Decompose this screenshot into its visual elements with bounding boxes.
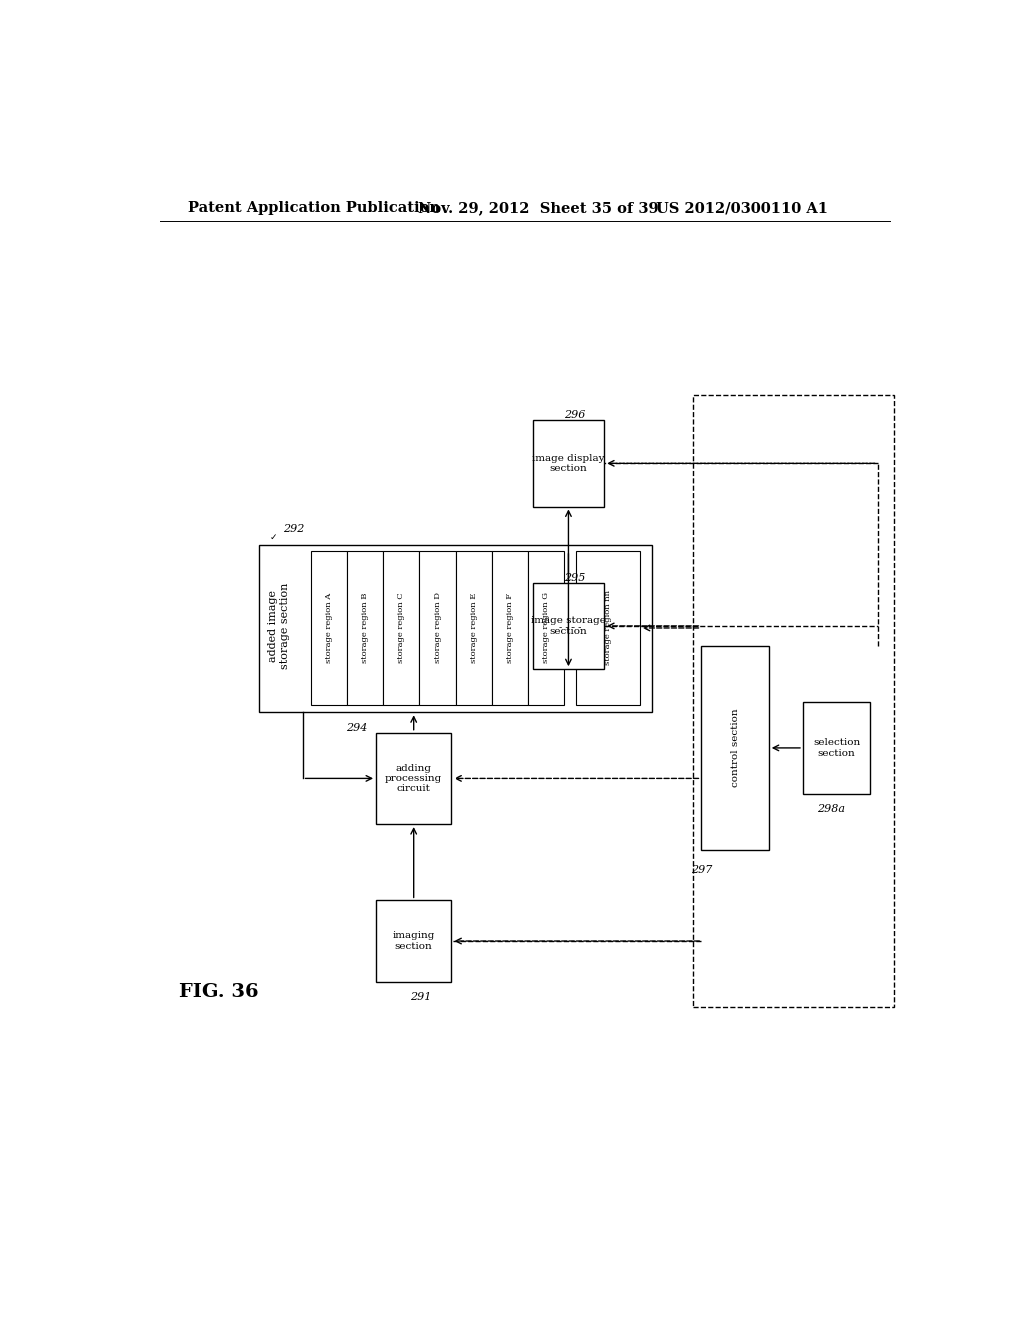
Text: storage region C: storage region C (397, 593, 406, 663)
Bar (693, 395, 894, 1007)
Bar (259, 545, 652, 713)
Text: 294: 294 (346, 722, 368, 733)
Bar (347, 550, 383, 705)
Text: Nov. 29, 2012  Sheet 35 of 39: Nov. 29, 2012 Sheet 35 of 39 (418, 201, 658, 215)
Bar (492, 550, 528, 705)
Bar (456, 550, 492, 705)
Text: storage region A: storage region A (325, 593, 333, 663)
Text: FIG. 36: FIG. 36 (179, 983, 259, 1001)
Text: image display
section: image display section (532, 454, 605, 473)
Bar (803, 702, 870, 793)
Text: 291: 291 (410, 991, 431, 1002)
Bar (383, 550, 420, 705)
Bar (528, 550, 564, 705)
Text: storage region E: storage region E (470, 593, 478, 663)
Text: adding
processing
circuit: adding processing circuit (385, 763, 442, 793)
Text: storage region D: storage region D (433, 593, 441, 664)
Text: storage region B: storage region B (360, 593, 369, 663)
Text: - - - -: - - - - (559, 623, 582, 632)
Bar (310, 550, 347, 705)
Text: US 2012/0300110 A1: US 2012/0300110 A1 (655, 201, 827, 215)
Text: ✓: ✓ (270, 532, 278, 541)
Text: selection
section: selection section (813, 738, 860, 758)
Text: 295: 295 (564, 573, 586, 583)
Text: storage region G: storage region G (543, 593, 550, 664)
Text: 297: 297 (691, 865, 713, 875)
Text: added image
storage section: added image storage section (268, 582, 290, 669)
Bar (577, 550, 640, 705)
Text: control section: control section (730, 709, 739, 787)
Text: storage region F: storage region F (506, 593, 514, 663)
Text: Patent Application Publication: Patent Application Publication (187, 201, 439, 215)
Text: image storage
section: image storage section (531, 616, 606, 636)
Bar (701, 647, 769, 850)
Bar (376, 900, 452, 982)
Bar (532, 420, 604, 507)
Text: storage region nn: storage region nn (604, 590, 612, 665)
Bar (376, 733, 452, 824)
Text: imaging
section: imaging section (392, 932, 435, 950)
Text: 292: 292 (283, 524, 304, 535)
Bar (420, 550, 456, 705)
Text: 296: 296 (564, 411, 586, 421)
Bar (532, 582, 604, 669)
Text: 298a: 298a (817, 804, 845, 814)
